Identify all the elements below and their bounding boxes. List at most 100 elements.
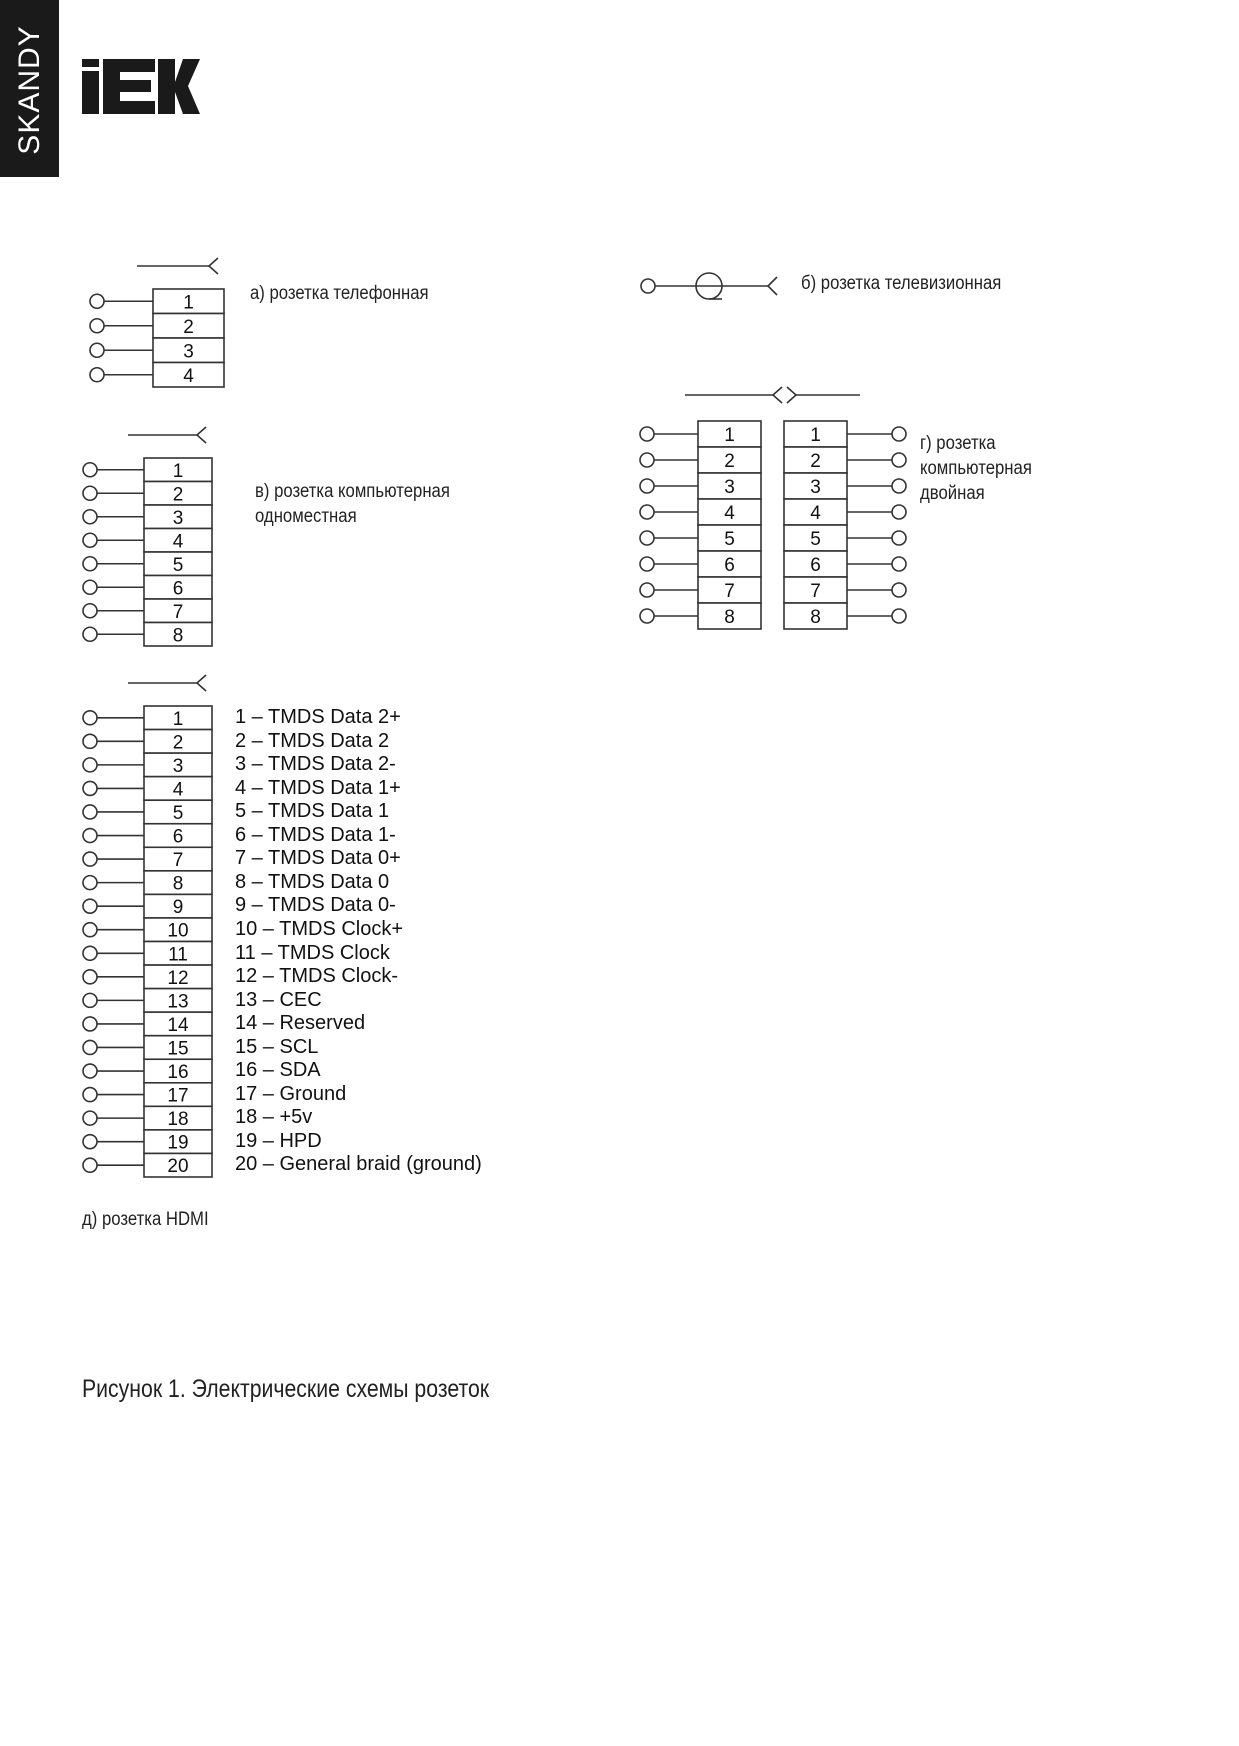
- terminal-circle-icon: [639, 452, 655, 468]
- pin-number: 7: [173, 850, 184, 871]
- plug-arrow-icon: [766, 276, 778, 296]
- terminal-circle-icon: [639, 556, 655, 572]
- pin-number: 8: [810, 607, 821, 628]
- terminal-circle-icon: [82, 780, 98, 797]
- hdmi-pin-description: 14 – Reserved: [235, 1012, 366, 1035]
- terminal-circle-icon: [891, 478, 907, 494]
- pin-number: 8: [724, 607, 735, 628]
- computer-single-label-1: в) розетка компьютерная: [255, 481, 450, 502]
- terminal-circle-icon: [639, 478, 655, 494]
- pin-number: 8: [173, 874, 184, 895]
- pin-number: 10: [167, 921, 188, 942]
- plug-arrow-icon: [207, 257, 219, 275]
- pin-cell: [697, 446, 762, 474]
- pin-number: 18: [167, 1109, 188, 1130]
- pin-number: 9: [173, 897, 184, 918]
- hdmi-pin-description: 20 – General braid (ground): [235, 1153, 482, 1176]
- phone-plug-symbol: [137, 257, 219, 275]
- pin-number: 1: [173, 709, 184, 730]
- pin-number: 3: [173, 756, 184, 777]
- hdmi-pin-description: 13 – CEC: [235, 988, 322, 1011]
- pin-number: 14: [167, 1015, 189, 1036]
- figure-caption: Рисунок 1. Электрические схемы розеток: [82, 1375, 490, 1403]
- pin-number: 1: [810, 425, 821, 446]
- pin-number: 20: [167, 1156, 188, 1177]
- terminal-circle-icon: [82, 579, 98, 596]
- pin-number: 2: [173, 732, 184, 753]
- hdmi-pin-description: 4 – TMDS Data 1+: [235, 776, 401, 799]
- computer-double-left-diagram: 1 2 3 4 5 6 7 8: [639, 420, 762, 630]
- hdmi-pin-description: 10 – TMDS Clock+: [235, 917, 404, 940]
- pin-number: 1: [183, 292, 194, 313]
- terminal-circle-icon: [82, 532, 98, 549]
- pin-cell: [697, 498, 762, 526]
- computer-double-right-diagram: 1 2 3 4 5 6 7 8: [783, 420, 907, 630]
- terminal-circle-icon: [82, 709, 98, 726]
- pin-number: 5: [173, 555, 184, 576]
- plug-arrow-icon: [771, 386, 783, 404]
- hdmi-pin-description: 17 – Ground: [235, 1082, 347, 1105]
- terminal-circle-icon: [82, 1039, 98, 1056]
- terminal-circle-icon: [82, 804, 98, 820]
- pin-number: 2: [810, 451, 821, 472]
- terminal-circle-icon: [82, 1133, 98, 1150]
- pin-number: 17: [167, 1086, 188, 1107]
- computer-single-diagram: 12 34 56 78: [82, 457, 213, 647]
- terminal-circle-icon: [82, 485, 98, 502]
- computer-double-label-1: г) розетка: [920, 433, 996, 454]
- terminal-circle-icon: [82, 921, 98, 938]
- pin-number: 3: [183, 341, 194, 362]
- terminal-circle-icon: [82, 626, 98, 643]
- hdmi-pin-description: 15 – SCL: [235, 1035, 319, 1058]
- hdmi-pin-description: 3 – TMDS Data 2-: [235, 753, 396, 776]
- pin-number: 12: [167, 968, 188, 989]
- hdmi-pin-description: 16 – SDA: [235, 1059, 321, 1082]
- terminal-circle-icon: [639, 608, 655, 624]
- pin-number: 7: [810, 581, 821, 602]
- terminal-circle-icon: [82, 1157, 98, 1174]
- hdmi-pin-description: 1 – TMDS Data 2+: [235, 706, 401, 728]
- hdmi-pin-description: 2 – TMDS Data 2: [235, 729, 390, 752]
- terminal-circle-icon: [891, 452, 907, 468]
- pin-number: 2: [724, 451, 735, 472]
- terminal-circle-icon: [89, 317, 105, 334]
- pin-number: 15: [167, 1038, 188, 1059]
- pin-number: 3: [724, 477, 735, 498]
- computer-single-label-2: одноместная: [255, 506, 357, 527]
- pin-number: 5: [724, 529, 735, 550]
- terminal-circle-icon: [89, 342, 105, 359]
- terminal-circle-icon: [82, 733, 98, 750]
- terminal-circle-icon: [89, 366, 105, 383]
- terminal-circle-icon: [82, 508, 98, 525]
- plug-arrow-icon: [195, 674, 207, 692]
- hdmi-socket-label: д) розетка HDMI: [82, 1209, 209, 1230]
- pin-number: 6: [724, 555, 735, 576]
- pin-number: 8: [173, 625, 184, 646]
- pin-number: 2: [183, 317, 194, 338]
- hdmi-pin-description: 11 – TMDS Clock: [235, 941, 390, 964]
- terminal-circle-icon: [82, 461, 98, 478]
- computer-single-plug-symbol: [128, 426, 207, 444]
- terminal-circle-icon: [82, 874, 98, 891]
- terminal-circle-icon: [82, 1110, 98, 1126]
- hdmi-pin-description: 5 – TMDS Data 1: [235, 800, 390, 823]
- terminal-circle-icon: [82, 602, 98, 619]
- computer-double-label-3: двойная: [920, 483, 985, 504]
- terminal-circle-icon: [891, 426, 907, 442]
- terminal-circle-icon: [82, 851, 98, 867]
- pin-number: 4: [724, 503, 735, 524]
- pin-cell: [783, 524, 848, 552]
- computer-double-right-plug-symbol: [786, 386, 860, 404]
- hdmi-pin-description: 19 – HPD: [235, 1129, 322, 1152]
- pin-number: 5: [173, 803, 184, 824]
- terminal-circle-icon: [640, 278, 656, 294]
- pin-number: 19: [167, 1133, 188, 1154]
- terminal-circle-icon: [82, 757, 98, 773]
- pin-cell: [697, 602, 762, 630]
- terminal-circle-icon: [82, 1086, 98, 1103]
- phone-socket-diagram: 1 2 3 4: [89, 288, 225, 388]
- computer-double-left-plug-symbol: [685, 386, 783, 404]
- phone-socket-label: а) розетка телефонная: [250, 283, 429, 304]
- pin-number: 6: [810, 555, 821, 576]
